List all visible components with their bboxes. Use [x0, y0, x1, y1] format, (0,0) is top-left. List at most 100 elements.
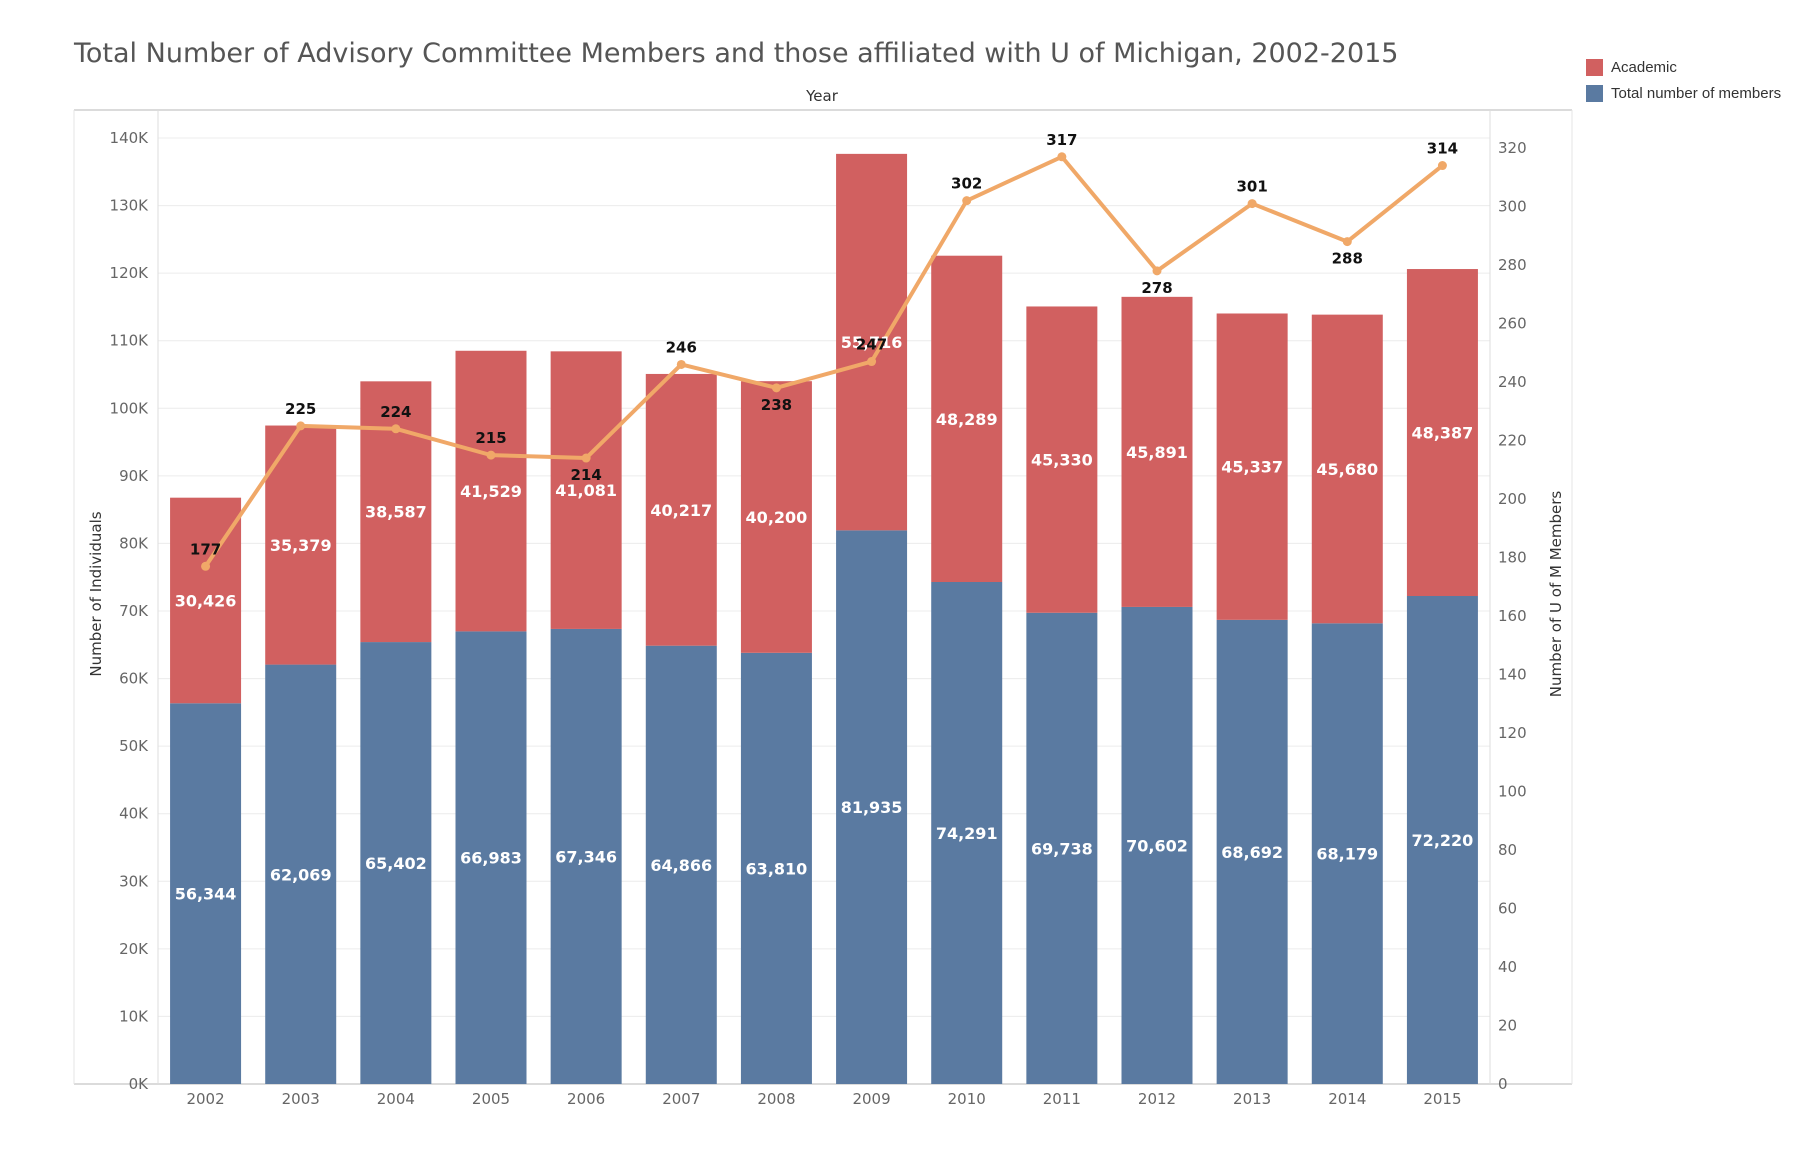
bar-academic: [1121, 296, 1193, 607]
bar-total-members: [836, 530, 908, 1084]
bar-total-members: [360, 642, 432, 1084]
legend-item-academic[interactable]: Academic: [1586, 54, 1781, 80]
x-tick-label: 2002: [186, 1090, 224, 1108]
line-point-label: 215: [475, 429, 506, 447]
line-point: [676, 359, 686, 369]
bar-label-academic: 48,289: [936, 410, 998, 429]
line-point: [201, 561, 211, 571]
x-tick-label: 2013: [1233, 1090, 1271, 1108]
y-tick-label: 130K: [110, 197, 150, 215]
y-axis-title: Number of Individuals: [87, 511, 105, 676]
y-tick-label: 60K: [119, 670, 149, 688]
bar-total-members: [645, 645, 717, 1084]
bar-label-academic: 41,081: [555, 481, 617, 500]
bar-label-total-members: 56,344: [175, 885, 237, 904]
line-point: [962, 196, 972, 206]
y2-axis-title: Number of U of M Members: [1547, 491, 1565, 698]
bar-academic: [931, 255, 1003, 583]
line-point: [1247, 199, 1257, 209]
bar-label-total-members: 66,983: [460, 849, 522, 868]
bar-total-members: [1026, 612, 1098, 1084]
line-point-label: 225: [285, 400, 316, 418]
line-point-label: 317: [1046, 131, 1077, 149]
x-tick-label: 2007: [662, 1090, 700, 1108]
y2-tick-label: 140: [1498, 666, 1527, 684]
line-point: [1152, 266, 1162, 276]
line-point-label: 177: [190, 540, 221, 558]
legend-label-academic: Academic: [1611, 58, 1677, 76]
y2-tick-label: 20: [1498, 1017, 1517, 1035]
bar-total-members: [931, 582, 1003, 1084]
line-point-label: 246: [666, 338, 697, 356]
y2-tick-label: 220: [1498, 432, 1527, 450]
bar-total-members: [265, 664, 337, 1084]
line-point: [1342, 237, 1352, 247]
y-tick-label: 90K: [119, 467, 149, 485]
line-point: [486, 450, 496, 460]
line-point: [771, 383, 781, 393]
bar-label-total-members: 67,346: [555, 847, 617, 866]
bar-total-members: [1121, 606, 1193, 1084]
bar-label-total-members: 62,069: [270, 865, 332, 884]
bar-label-academic: 55,716: [841, 333, 903, 352]
bar-total-members: [1406, 595, 1478, 1084]
line-point: [391, 424, 401, 434]
x-tick-label: 2008: [757, 1090, 795, 1108]
y-tick-label: 100K: [110, 399, 150, 417]
bar-total-members: [1311, 623, 1383, 1084]
bar-label-academic: 40,217: [650, 501, 712, 520]
bar-academic: [1406, 269, 1478, 596]
y-tick-label: 20K: [119, 940, 149, 958]
gridlines: [158, 137, 1490, 1085]
x-tick-label: 2010: [948, 1090, 986, 1108]
y-tick-label: 30K: [119, 872, 149, 890]
bar-label-total-members: 68,179: [1316, 845, 1378, 864]
x-tick-label: 2006: [567, 1090, 605, 1108]
x-tick-label: 2003: [282, 1090, 320, 1108]
line-point: [296, 421, 306, 431]
bar-academic: [645, 373, 717, 646]
legend-item-total-members[interactable]: Total number of members: [1586, 80, 1781, 106]
bar-academic: [1216, 313, 1288, 620]
bar-total-members: [1216, 619, 1288, 1084]
x-tick-label: 2012: [1138, 1090, 1176, 1108]
bar-total-members: [170, 703, 242, 1084]
bar-label-academic: 48,387: [1412, 424, 1474, 443]
bar-label-academic: 45,680: [1316, 460, 1378, 479]
legend: Academic Total number of members: [1586, 54, 1781, 106]
bar-label-total-members: 69,738: [1031, 839, 1093, 858]
line-series: [201, 152, 1447, 571]
y-tick-label: 40K: [119, 805, 149, 823]
y2-tick-label: 260: [1498, 315, 1527, 333]
x-tick-label: 2015: [1423, 1090, 1461, 1108]
y2-tick-label: 240: [1498, 373, 1527, 391]
bar-label-total-members: 72,220: [1412, 831, 1474, 850]
line-point-label: 238: [761, 396, 792, 414]
bar-label-academic: 30,426: [175, 591, 237, 610]
y2-tick-label: 300: [1498, 198, 1527, 216]
y2-tick-label: 200: [1498, 490, 1527, 508]
y2-tick-label: 280: [1498, 256, 1527, 274]
line-point-label: 278: [1141, 279, 1172, 297]
bar-label-academic: 45,337: [1221, 458, 1283, 477]
bar-academic: [265, 425, 337, 665]
bar-label-total-members: 74,291: [936, 824, 998, 843]
x-tick-label: 2009: [852, 1090, 890, 1108]
line-point-label: 301: [1236, 178, 1267, 196]
bar-label-academic: 41,529: [460, 482, 522, 501]
bar-total-members: [740, 652, 812, 1084]
y2-tick-label: 180: [1498, 549, 1527, 567]
y-tick-label: 70K: [119, 602, 149, 620]
bar-label-total-members: 65,402: [365, 854, 427, 873]
y2-tick-label: 0: [1498, 1075, 1508, 1093]
bar-academic: [550, 351, 622, 629]
data-labels: 56,344 30,426 62,069 35,379 65,402 38,587 66,9…: [175, 131, 1474, 904]
bar-total-members: [455, 631, 527, 1084]
line-point: [1437, 161, 1447, 171]
bar-total-members: [550, 628, 622, 1084]
chart-title: Total Number of Advisory Committee Membe…: [74, 38, 1399, 69]
bar-label-academic: 35,379: [270, 536, 332, 555]
line-point: [1057, 152, 1067, 162]
line-point-label: 247: [856, 336, 887, 354]
